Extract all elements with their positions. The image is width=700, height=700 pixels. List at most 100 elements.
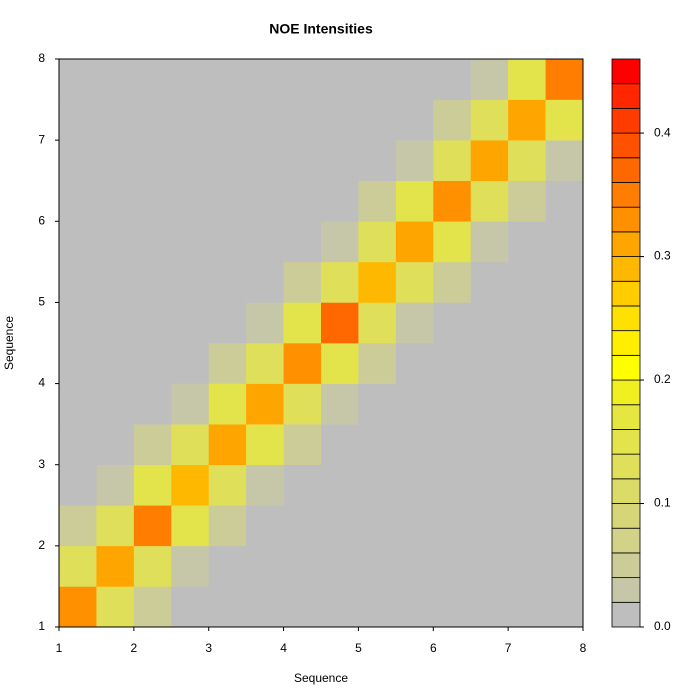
heat-cell — [59, 221, 97, 263]
colorbar-band — [611, 107, 641, 134]
heat-cell — [321, 261, 359, 303]
heat-cell — [133, 221, 172, 263]
heat-cell — [508, 586, 546, 628]
heat-cell — [545, 59, 584, 100]
heat-cell — [508, 140, 546, 182]
heat-cell — [133, 505, 172, 547]
heat-cell — [395, 586, 434, 628]
x-tick-label: 2 — [131, 641, 138, 655]
heat-cell — [171, 99, 210, 141]
heat-cell — [395, 180, 434, 222]
heat-cell — [470, 221, 509, 263]
heat-cell — [96, 586, 135, 628]
heat-cell — [470, 383, 509, 425]
heat-cell — [321, 424, 359, 466]
heat-cell — [321, 59, 359, 100]
heat-cell — [508, 221, 546, 263]
heat-cell — [208, 59, 247, 100]
heat-cell — [96, 424, 135, 466]
chart-title: NOE Intensities — [269, 21, 373, 37]
heat-cell — [321, 586, 359, 628]
heat-cell — [133, 99, 172, 141]
heat-cell — [395, 59, 434, 100]
colorbar-band — [611, 330, 641, 356]
heat-cell — [283, 383, 322, 425]
heat-cell — [59, 140, 97, 182]
heat-cell — [433, 424, 472, 466]
heat-cell — [208, 545, 247, 587]
heat-cell — [433, 545, 472, 587]
y-tick-label: 3 — [38, 457, 45, 471]
heat-cell — [470, 180, 509, 222]
heat-cell — [358, 99, 397, 141]
heat-cell — [321, 99, 359, 141]
heat-cell — [321, 505, 359, 547]
heat-cell — [133, 343, 172, 384]
heat-cell — [358, 545, 397, 587]
heat-cell — [283, 545, 322, 587]
heat-cell — [96, 343, 135, 384]
heat-cell — [246, 140, 284, 182]
heat-cell — [208, 261, 247, 303]
heat-cell — [59, 383, 97, 425]
heat-cell — [246, 464, 284, 506]
x-tick-label: 7 — [505, 641, 512, 655]
heat-cell — [508, 545, 546, 587]
plot-frame — [58, 58, 584, 628]
heat-cell — [545, 424, 584, 466]
heat-cell — [59, 180, 97, 222]
heat-cell — [59, 464, 97, 506]
heat-cell — [208, 424, 247, 466]
colorbar-band — [611, 354, 641, 381]
heat-cell — [395, 383, 434, 425]
heat-cell — [321, 221, 359, 263]
heat-cell — [246, 343, 284, 384]
heat-cell — [283, 586, 322, 628]
heat-cell — [59, 586, 97, 628]
heat-cell — [395, 505, 434, 547]
heat-cell — [171, 343, 210, 384]
heat-cell — [208, 586, 247, 628]
heat-cell — [470, 59, 509, 100]
heat-cell — [171, 180, 210, 222]
heat-cell — [246, 180, 284, 222]
heat-cell — [59, 343, 97, 384]
heat-cell — [133, 383, 172, 425]
heat-cell — [545, 302, 584, 344]
heat-cell — [96, 99, 135, 141]
heat-cell — [358, 180, 397, 222]
y-tick-label: 4 — [38, 376, 45, 390]
heat-cell — [171, 383, 210, 425]
heat-cell — [59, 302, 97, 344]
heat-cell — [208, 505, 247, 547]
heat-cell — [283, 302, 322, 344]
heat-cell — [508, 302, 546, 344]
heat-cell — [508, 343, 546, 384]
heat-cell — [508, 180, 546, 222]
heat-cell — [508, 59, 546, 100]
heat-cell — [283, 221, 322, 263]
heat-cell — [283, 505, 322, 547]
colorbar-band — [611, 503, 641, 529]
colorbar-band — [611, 182, 641, 208]
heat-cell — [133, 464, 172, 506]
heat-cell — [283, 261, 322, 303]
colorbar-band — [611, 83, 641, 109]
heat-cell — [545, 140, 584, 182]
heat-cell — [470, 586, 509, 628]
heat-cell — [358, 59, 397, 100]
y-axis-label: Sequence — [2, 316, 16, 370]
heat-cell — [321, 180, 359, 222]
heat-cell — [358, 343, 397, 384]
heat-cell — [321, 140, 359, 182]
heat-cell — [545, 343, 584, 384]
colorbar-band — [611, 256, 641, 282]
x-axis-label: Sequence — [294, 671, 348, 685]
heat-cell — [508, 261, 546, 303]
heat-cell — [508, 383, 546, 425]
heat-cell — [96, 545, 135, 587]
heat-cell — [133, 180, 172, 222]
heat-cell — [171, 586, 210, 628]
heat-cell — [545, 383, 584, 425]
